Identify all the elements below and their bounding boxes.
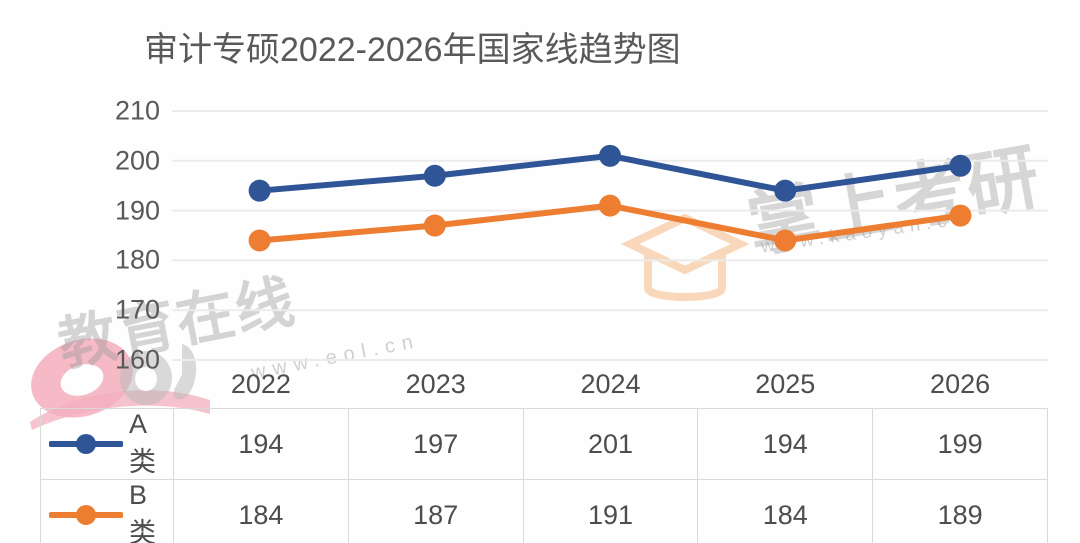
legend-marker-icon-B类 [49, 505, 123, 525]
data-point-A类-2025[interactable] [774, 179, 797, 202]
legend-marker-icon-A类 [49, 434, 123, 454]
x-axis-label-2024: 2024 [523, 360, 698, 409]
table-cell-A类-2023: 197 [347, 408, 524, 480]
table-row: A类 194 197 201 194 199 [40, 408, 1048, 480]
y-axis-tick-190: 190 [114, 195, 160, 226]
data-point-A类-2024[interactable] [599, 144, 621, 167]
x-axis-label-2025: 2025 [697, 360, 873, 409]
data-point-B类-2022[interactable] [248, 229, 271, 252]
data-table: 2022 2023 2024 2025 2026 A类 194 197 201 194 199 B类 1… [40, 360, 1048, 543]
table-header-row: 2022 2023 2024 2025 2026 [41, 360, 1048, 409]
table-cell-B类-2026: 189 [872, 479, 1048, 543]
x-axis-label-2023: 2023 [348, 360, 524, 409]
y-axis-tick-200: 200 [114, 145, 160, 176]
y-axis-tick-180: 180 [114, 244, 160, 275]
legend-label-A类: A类 [129, 409, 156, 477]
data-point-B类-2026[interactable] [949, 204, 972, 227]
x-axis-label-2026: 2026 [872, 360, 1048, 409]
legend-item-B类[interactable]: B类 [40, 479, 174, 543]
series-A类 [248, 144, 972, 202]
table-row: B类 184 187 191 184 189 [40, 479, 1048, 543]
y-axis-tick-170: 170 [114, 294, 160, 325]
data-point-B类-2023[interactable] [423, 214, 446, 237]
data-point-B类-2024[interactable] [599, 194, 621, 217]
table-header-legend-cell [41, 360, 174, 409]
table-cell-A类-2025: 194 [697, 408, 874, 480]
table-cell-B类-2023: 187 [347, 479, 524, 543]
y-axis-tick-210: 210 [114, 95, 160, 126]
series-layer [248, 144, 972, 252]
table-cell-A类-2024: 201 [522, 408, 699, 480]
table-cell-B类-2025: 184 [697, 479, 874, 543]
chart-title: 审计专硕2022-2026年国家线趋势图 [144, 31, 681, 69]
data-point-B类-2025[interactable] [774, 229, 797, 252]
table-cell-B类-2022: 184 [173, 479, 349, 543]
series-B类 [248, 194, 972, 252]
x-axis-label-2022: 2022 [173, 360, 349, 409]
data-point-A类-2022[interactable] [248, 179, 271, 202]
legend-label-B类: B类 [129, 480, 156, 543]
table-cell-A类-2026: 199 [872, 408, 1048, 480]
data-point-A类-2023[interactable] [423, 164, 446, 187]
legend-item-A类[interactable]: A类 [40, 408, 174, 480]
table-cell-B类-2024: 191 [522, 479, 699, 543]
data-point-A类-2026[interactable] [949, 154, 972, 177]
table-cell-A类-2022: 194 [173, 408, 349, 480]
